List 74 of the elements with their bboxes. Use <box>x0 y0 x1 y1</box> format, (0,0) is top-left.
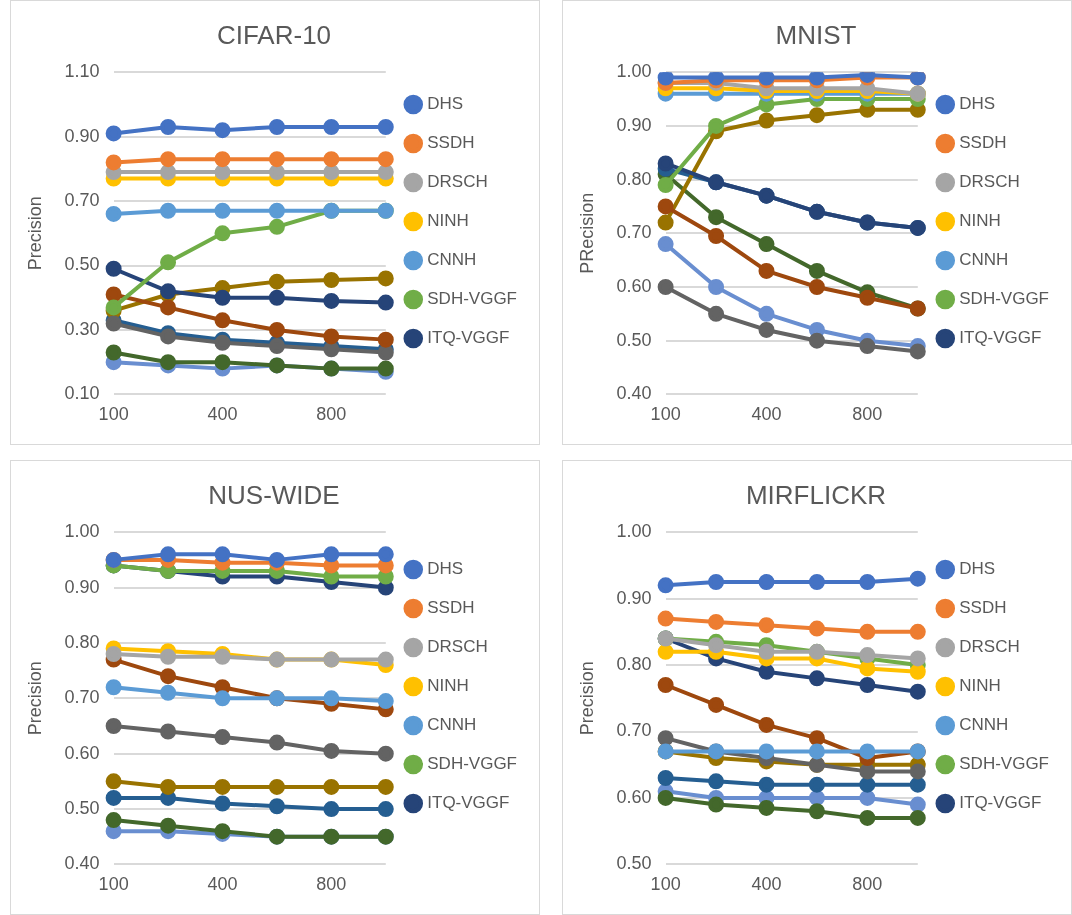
legend-label: NINH <box>959 676 1001 696</box>
x-tick-label: 100 <box>650 404 681 425</box>
x-tick-label: 800 <box>852 874 883 895</box>
y-tick-label: 0.60 <box>64 742 100 763</box>
legend-label: SDH-VGGF <box>959 754 1050 774</box>
x-tick-label: 400 <box>207 404 238 425</box>
y-tick-label: 0.70 <box>64 190 100 211</box>
y-tick-label: 0.80 <box>64 631 100 652</box>
legend-label: NINH <box>427 676 469 696</box>
y-tick-label: 1.00 <box>64 521 100 542</box>
legend-label: SDH-VGGF <box>959 289 1050 309</box>
legend-label: CNNH <box>427 715 477 735</box>
y-axis-title: Precision <box>576 661 597 736</box>
y-tick-label: 0.90 <box>64 125 100 146</box>
x-tick-label: 100 <box>98 404 129 425</box>
y-tick-label: 0.40 <box>64 853 100 874</box>
x-tick-label: 400 <box>751 404 782 425</box>
legend-label: NINH <box>427 211 469 231</box>
chart-title: MNIST <box>775 19 857 50</box>
legend-label: SSDH <box>959 133 1007 153</box>
y-tick-label: 0.80 <box>616 654 652 675</box>
legend-label: DRSCH <box>427 637 488 657</box>
y-tick-label: 0.40 <box>616 383 652 404</box>
x-tick-label: 100 <box>650 874 681 895</box>
legend-label: DRSCH <box>959 172 1020 192</box>
x-tick-label: 800 <box>316 874 347 895</box>
y-axis-title: Precision <box>24 661 45 736</box>
x-tick-label: 800 <box>316 404 347 425</box>
y-tick-label: 0.70 <box>616 720 652 741</box>
y-axis-title: PRecision <box>576 192 597 274</box>
y-axis-title: Precision <box>24 196 45 271</box>
y-tick-label: 1.10 <box>64 61 100 82</box>
legend-label: SSDH <box>959 598 1007 618</box>
y-tick-label: 0.90 <box>64 576 100 597</box>
chart-title: NUS-WIDE <box>208 479 340 510</box>
legend-label: SSDH <box>427 133 475 153</box>
legend-label: ITQ-VGGF <box>427 328 510 348</box>
y-tick-label: 1.00 <box>616 521 652 542</box>
legend-label: CNNH <box>959 250 1009 270</box>
legend-label: SSDH <box>427 598 475 618</box>
legend-label: DHS <box>959 559 996 579</box>
legend-label: NINH <box>959 211 1001 231</box>
legend-label: CNNH <box>959 715 1009 735</box>
y-tick-label: 1.00 <box>616 61 652 82</box>
y-tick-label: 0.90 <box>616 114 652 135</box>
y-tick-label: 0.50 <box>616 329 652 350</box>
legend-label: SDH-VGGF <box>427 754 518 774</box>
y-tick-label: 0.70 <box>64 687 100 708</box>
y-tick-label: 0.50 <box>616 853 652 874</box>
y-tick-label: 0.70 <box>616 222 652 243</box>
legend-label: DHS <box>427 559 464 579</box>
legend-label: ITQ-VGGF <box>959 328 1042 348</box>
y-tick-label: 0.60 <box>616 786 652 807</box>
legend-label: ITQ-VGGF <box>959 793 1042 813</box>
legend-label: DHS <box>959 94 996 114</box>
legend-label: CNNH <box>427 250 477 270</box>
y-tick-label: 0.50 <box>64 254 100 275</box>
y-tick-label: 0.10 <box>64 383 100 404</box>
x-tick-label: 800 <box>852 404 883 425</box>
x-tick-label: 400 <box>207 874 238 895</box>
y-tick-label: 0.90 <box>616 587 652 608</box>
legend-label: DRSCH <box>959 637 1020 657</box>
chart-title: CIFAR-10 <box>216 19 332 50</box>
legend-label: DRSCH <box>427 172 488 192</box>
x-tick-label: 100 <box>98 874 129 895</box>
y-tick-label: 0.60 <box>616 275 652 296</box>
y-tick-label: 0.80 <box>616 168 652 189</box>
y-tick-label: 0.30 <box>64 318 100 339</box>
y-tick-label: 0.50 <box>64 798 100 818</box>
legend-label: SDH-VGGF <box>427 289 518 309</box>
legend-label: ITQ-VGGF <box>427 793 510 813</box>
x-tick-label: 400 <box>751 874 782 895</box>
chart-title: MIRFLICKR <box>745 479 887 510</box>
legend-label: DHS <box>427 94 464 114</box>
